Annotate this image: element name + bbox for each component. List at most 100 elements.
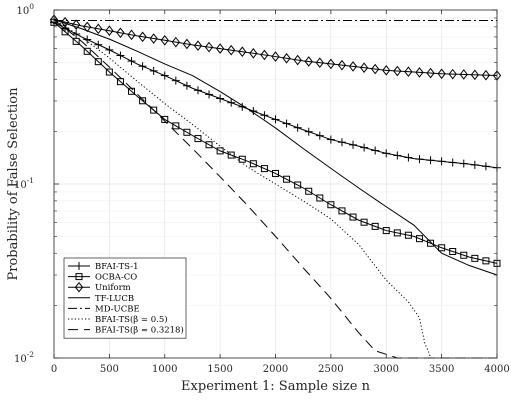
series-2-point — [315, 57, 324, 69]
series-2-point — [404, 66, 413, 78]
x-tick-label: 1000 — [152, 364, 177, 375]
series-1-point — [283, 175, 291, 183]
series-2-point — [215, 43, 225, 54]
series-1-point — [371, 222, 379, 230]
series-1-point — [427, 239, 435, 247]
series-2-point — [260, 49, 269, 61]
series-1-point — [393, 229, 401, 237]
series-1-point — [294, 181, 302, 189]
series-0-point — [426, 156, 435, 165]
series-2-point — [74, 281, 84, 293]
series-2-point — [282, 52, 291, 64]
series-1-point — [94, 58, 102, 66]
series-0-point — [337, 138, 346, 147]
series-0-point — [72, 30, 81, 39]
series-1-point — [75, 273, 83, 281]
series-0-point — [116, 51, 125, 60]
series-0-point — [205, 90, 214, 99]
series-1-point — [83, 47, 91, 55]
series-2-point — [94, 23, 103, 35]
series-1-point — [471, 254, 479, 262]
series-1-point — [260, 165, 268, 173]
series-1-point — [349, 213, 357, 221]
series-0-point — [326, 135, 335, 144]
series-layer — [49, 14, 502, 359]
series-6-line — [53, 19, 497, 359]
series-1-point — [238, 155, 246, 163]
series-1-point — [139, 97, 147, 105]
series-0-point — [437, 157, 446, 166]
series-2-point — [116, 27, 125, 39]
series-2-point — [382, 65, 391, 76]
legend-label-4: MD-UCBE — [95, 304, 140, 314]
series-0-point — [404, 153, 413, 162]
series-1-line — [53, 21, 498, 264]
legend-entry-3: TF-LUCB — [68, 294, 134, 304]
series-0-point — [61, 24, 70, 33]
legend-entry-5: BFAI-TS(β = 0.5) — [68, 314, 168, 325]
series-0-point — [360, 143, 369, 152]
y-axis-title: Probability of False Selection — [6, 87, 21, 281]
x-tick-label: 0 — [51, 364, 57, 375]
series-0-point — [271, 115, 280, 124]
x-tick-label: 2000 — [263, 364, 288, 375]
series-1-point — [382, 227, 390, 235]
series-1-point — [404, 231, 412, 239]
series-0-point — [459, 159, 468, 168]
series-1-point — [161, 115, 169, 123]
series-0-point — [481, 162, 490, 171]
series-2-point — [238, 46, 247, 58]
series-0-point — [260, 111, 269, 120]
series-2-point — [127, 29, 136, 41]
x-tick-label: 3000 — [374, 364, 399, 375]
series-2-point — [371, 63, 380, 75]
series-0-point — [83, 35, 92, 44]
legend-label-1: OCBA-CO — [95, 273, 137, 283]
series-1-point — [72, 37, 80, 45]
legend-entry-0: BFAI-TS-1 — [68, 262, 139, 272]
series-0-point — [94, 40, 103, 49]
series-1-point — [482, 257, 490, 265]
series-1-point — [305, 187, 313, 195]
series-0 — [50, 18, 501, 172]
x-tick-label: 1500 — [207, 364, 232, 375]
series-0-point — [138, 62, 147, 71]
series-1-point — [272, 169, 279, 177]
series-1-point — [449, 248, 457, 256]
series-2-point — [326, 58, 336, 70]
series-0-point — [171, 76, 180, 85]
series-0-point — [371, 146, 380, 155]
series-2-point — [160, 34, 169, 46]
series-1-point — [338, 207, 346, 215]
legend-label-6: BFAI-TS(β = 0.3218) — [95, 325, 184, 336]
series-0-point — [315, 131, 324, 140]
series-2-point — [293, 54, 302, 66]
series-0-point — [349, 140, 358, 149]
series-1-point — [360, 218, 368, 226]
x-axis-title: Experiment 1: Sample size n — [181, 379, 371, 394]
series-2-point — [72, 19, 81, 30]
series-2-point — [437, 68, 446, 80]
series-2-point — [182, 38, 192, 50]
legend-entry-6: BFAI-TS(β = 0.3218) — [68, 325, 184, 336]
series-3-line — [53, 19, 498, 276]
series-2-point — [249, 47, 258, 59]
series-2-point — [415, 67, 424, 78]
series-0-point — [193, 86, 202, 95]
series-2-point — [359, 62, 369, 74]
legend-label-2: Uniform — [95, 283, 131, 293]
series-1-point — [249, 160, 257, 168]
series-0-point — [105, 45, 114, 54]
x-tick-label: 3500 — [429, 364, 454, 375]
series-0-point — [382, 149, 391, 158]
series-0-point — [282, 119, 291, 128]
series-2-point — [271, 51, 280, 62]
series-1-point — [116, 78, 124, 86]
series-2-point — [448, 68, 457, 80]
series-0-point — [470, 160, 479, 169]
series-2-point — [138, 31, 147, 43]
x-tick-label: 2500 — [318, 364, 343, 375]
x-tick-label: 500 — [100, 364, 119, 375]
series-2-point — [105, 25, 114, 37]
